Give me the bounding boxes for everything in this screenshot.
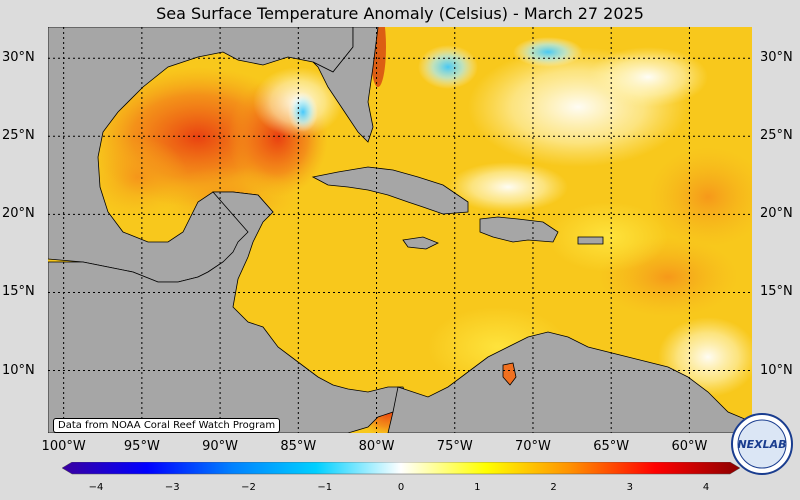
svg-text:NEXLAB: NEXLAB (737, 438, 786, 451)
colorbar-tick-label: 3 (626, 482, 633, 493)
longitude-label: 100°W (41, 439, 86, 454)
latitude-label: 30°N (760, 50, 793, 66)
colorbar-tick-label: −3 (164, 482, 180, 493)
colorbar-tick-label: 0 (397, 482, 405, 493)
longitude-label: 75°W (436, 439, 473, 454)
latitude-label: 15°N (2, 284, 35, 300)
latitude-label: 30°N (2, 50, 35, 66)
longitude-label: 85°W (280, 439, 317, 454)
latitude-label: 10°N (2, 362, 35, 378)
colorbar-tick-label: −2 (241, 482, 256, 493)
longitude-label: 60°W (671, 439, 708, 454)
latitude-label: 25°N (2, 128, 35, 144)
graticule (48, 27, 752, 433)
colorbar-tick-label: 2 (550, 482, 557, 493)
longitude-label: 70°W (515, 439, 551, 454)
latitude-label: 10°N (760, 362, 793, 378)
latitude-label: 20°N (2, 206, 35, 222)
latitude-label: 15°N (760, 284, 793, 300)
nexlab-logo: NEXLAB (731, 413, 793, 475)
data-source-note: Data from NOAA Coral Reef Watch Program (53, 418, 281, 433)
longitude-label: 65°W (593, 439, 630, 454)
longitude-label: 90°W (202, 439, 239, 454)
colorbar: −4 −3 −2 −1 0 1 2 3 4 (61, 461, 741, 498)
sst-anomaly-map (48, 27, 752, 433)
latitude-label: 20°N (760, 206, 793, 222)
map-canvas (48, 27, 752, 433)
colorbar-tick-label: 4 (702, 482, 710, 493)
longitude-label: 80°W (358, 439, 395, 454)
map-title: Sea Surface Temperature Anomaly (Celsius… (156, 4, 644, 23)
land (48, 27, 752, 433)
latitude-label: 25°N (760, 128, 793, 144)
longitude-label: 95°W (123, 439, 160, 454)
colorbar-gradient (61, 461, 741, 475)
colorbar-tick-label: −4 (88, 482, 104, 493)
colorbar-tick-label: −1 (317, 482, 333, 493)
colorbar-tick-label: 1 (474, 482, 481, 493)
